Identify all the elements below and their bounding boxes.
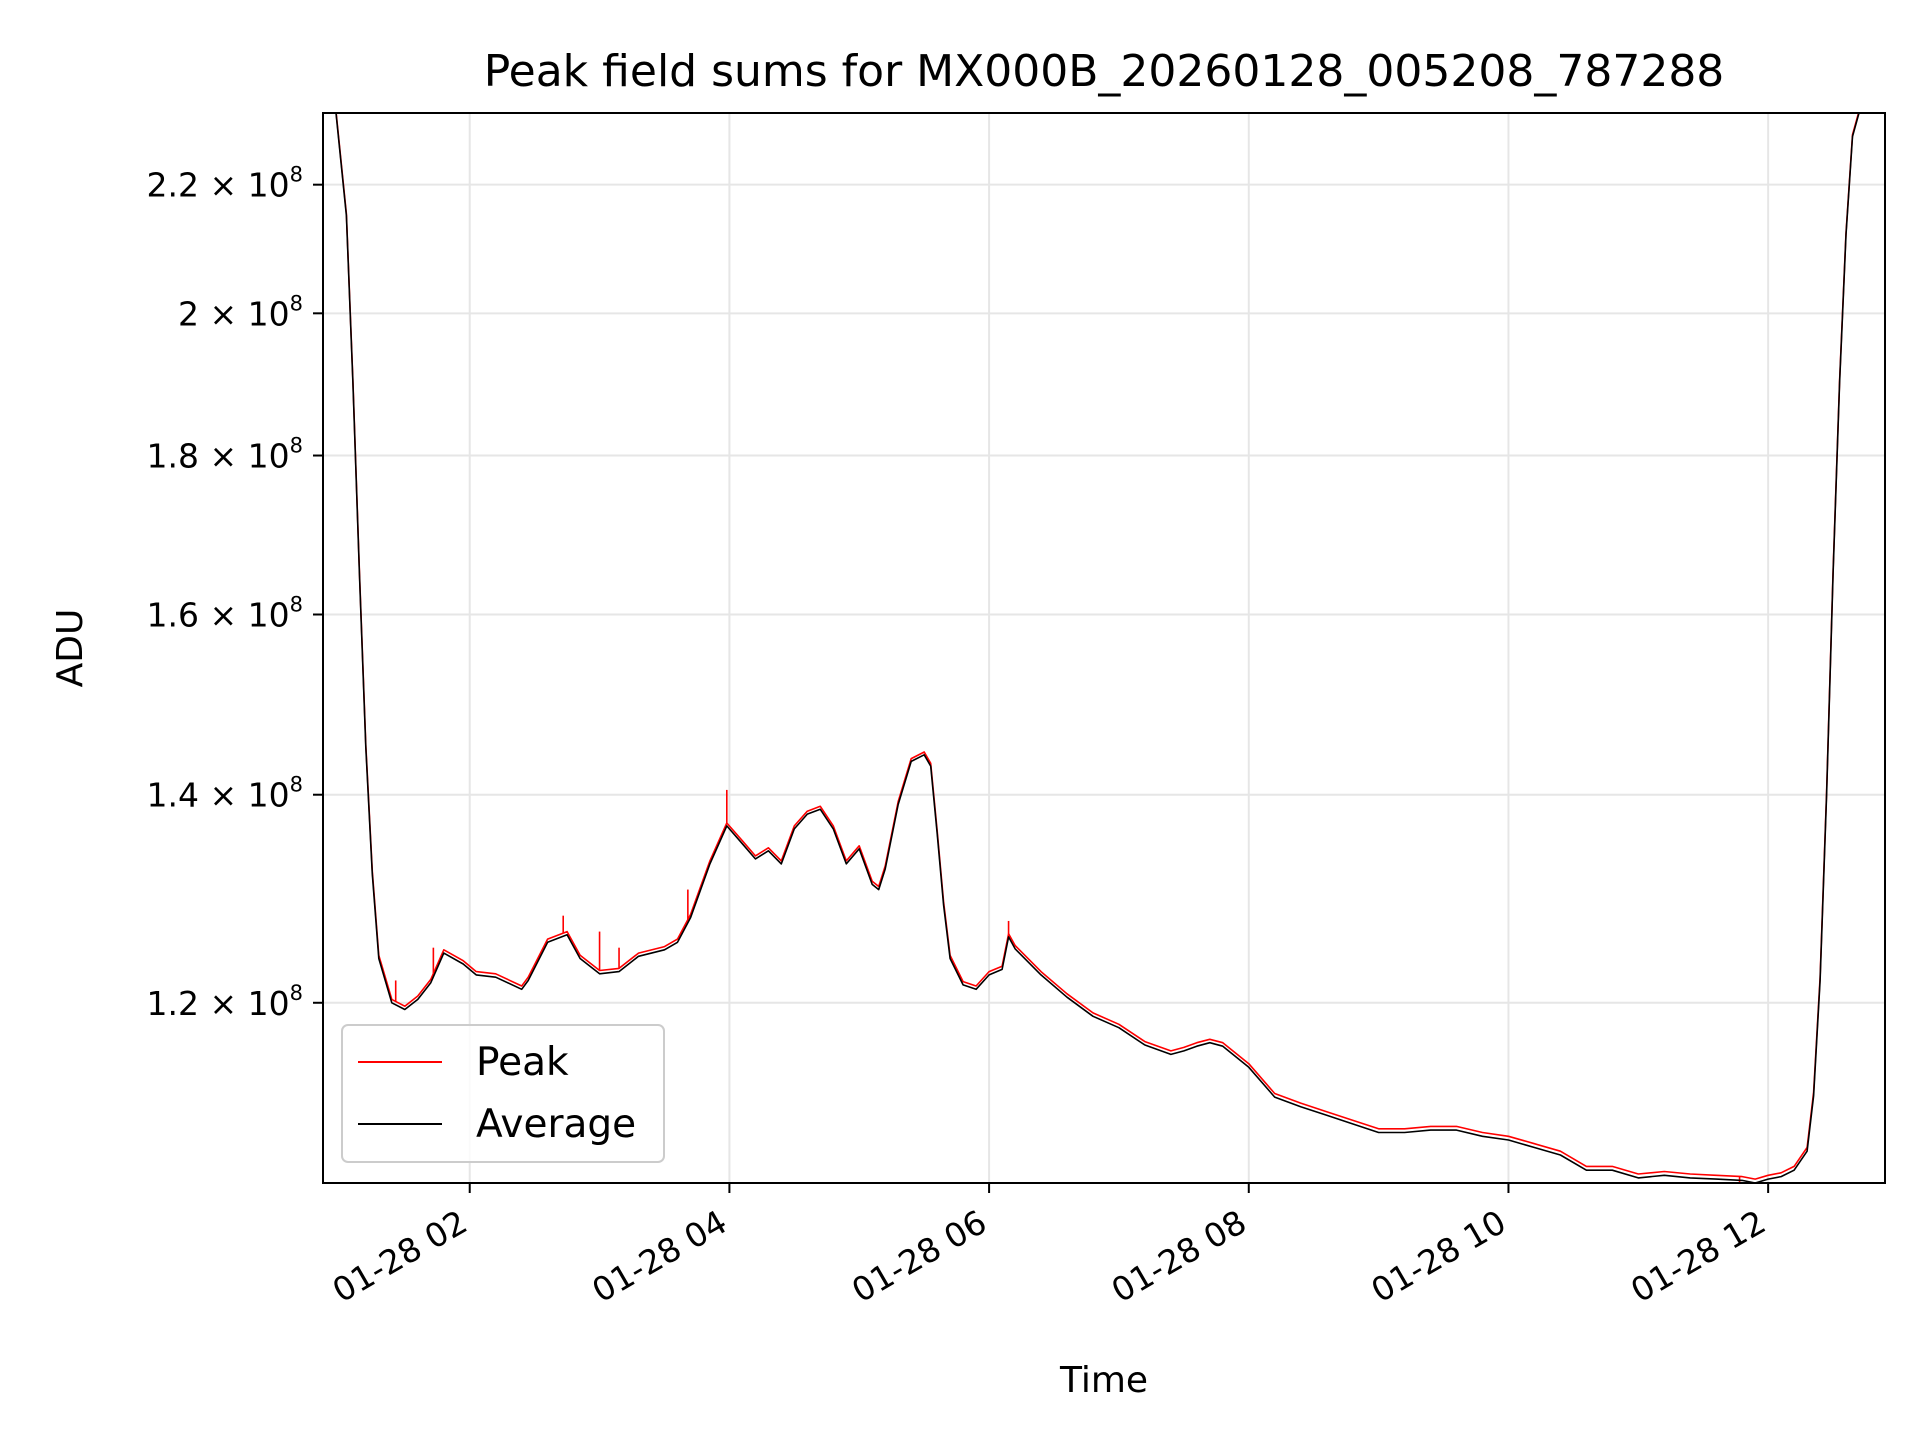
y-tick-mantissa: 2.2 [147, 166, 199, 205]
series-line-average [323, 113, 1885, 1183]
y-tick-label: 2.2 × 108 [147, 163, 303, 205]
y-tick-mantissa: 1.4 [147, 776, 199, 815]
y-axis-label: ADU [50, 609, 91, 688]
y-tick-exponent: 8 [290, 291, 303, 315]
y-tick-mantissa: 1.6 [147, 595, 199, 634]
y-tick-label: 1.4 × 108 [147, 773, 303, 815]
y-tick-exponent: 8 [290, 981, 303, 1005]
legend-label-peak: Peak [476, 1040, 569, 1085]
y-tick-exponent: 8 [290, 434, 303, 458]
y-tick-mantissa: 1.8 [147, 437, 199, 476]
y-tick-label: 2 × 108 [178, 291, 303, 333]
y-tick-label: 1.8 × 108 [147, 434, 303, 476]
plot-frame [322, 112, 1886, 1184]
y-tick-label: 1.6 × 108 [147, 592, 303, 634]
y-tick-label: 1.2 × 108 [147, 981, 303, 1023]
y-tick-exponent: 8 [290, 773, 303, 797]
chart-title: Peak field sums for MX000B_20260128_0052… [484, 46, 1725, 97]
legend-label-average: Average [476, 1102, 636, 1147]
y-axis: 1.2 × 108 1.4 × 108 1.6 × 108 1.8 × 108 2 × … [147, 163, 323, 1023]
grid [323, 113, 1885, 1183]
y-tick-mantissa: 2 [178, 294, 199, 333]
y-tick-exponent: 8 [290, 592, 303, 616]
y-tick-exponent: 8 [290, 163, 303, 187]
series-layer [323, 113, 1885, 1183]
legend: Peak Average [341, 1024, 665, 1163]
legend-box [341, 1024, 665, 1163]
x-axis-label: Time [1059, 1360, 1148, 1401]
y-tick-mantissa: 1.2 [147, 984, 199, 1023]
series-line-peak [335, 113, 1860, 1180]
